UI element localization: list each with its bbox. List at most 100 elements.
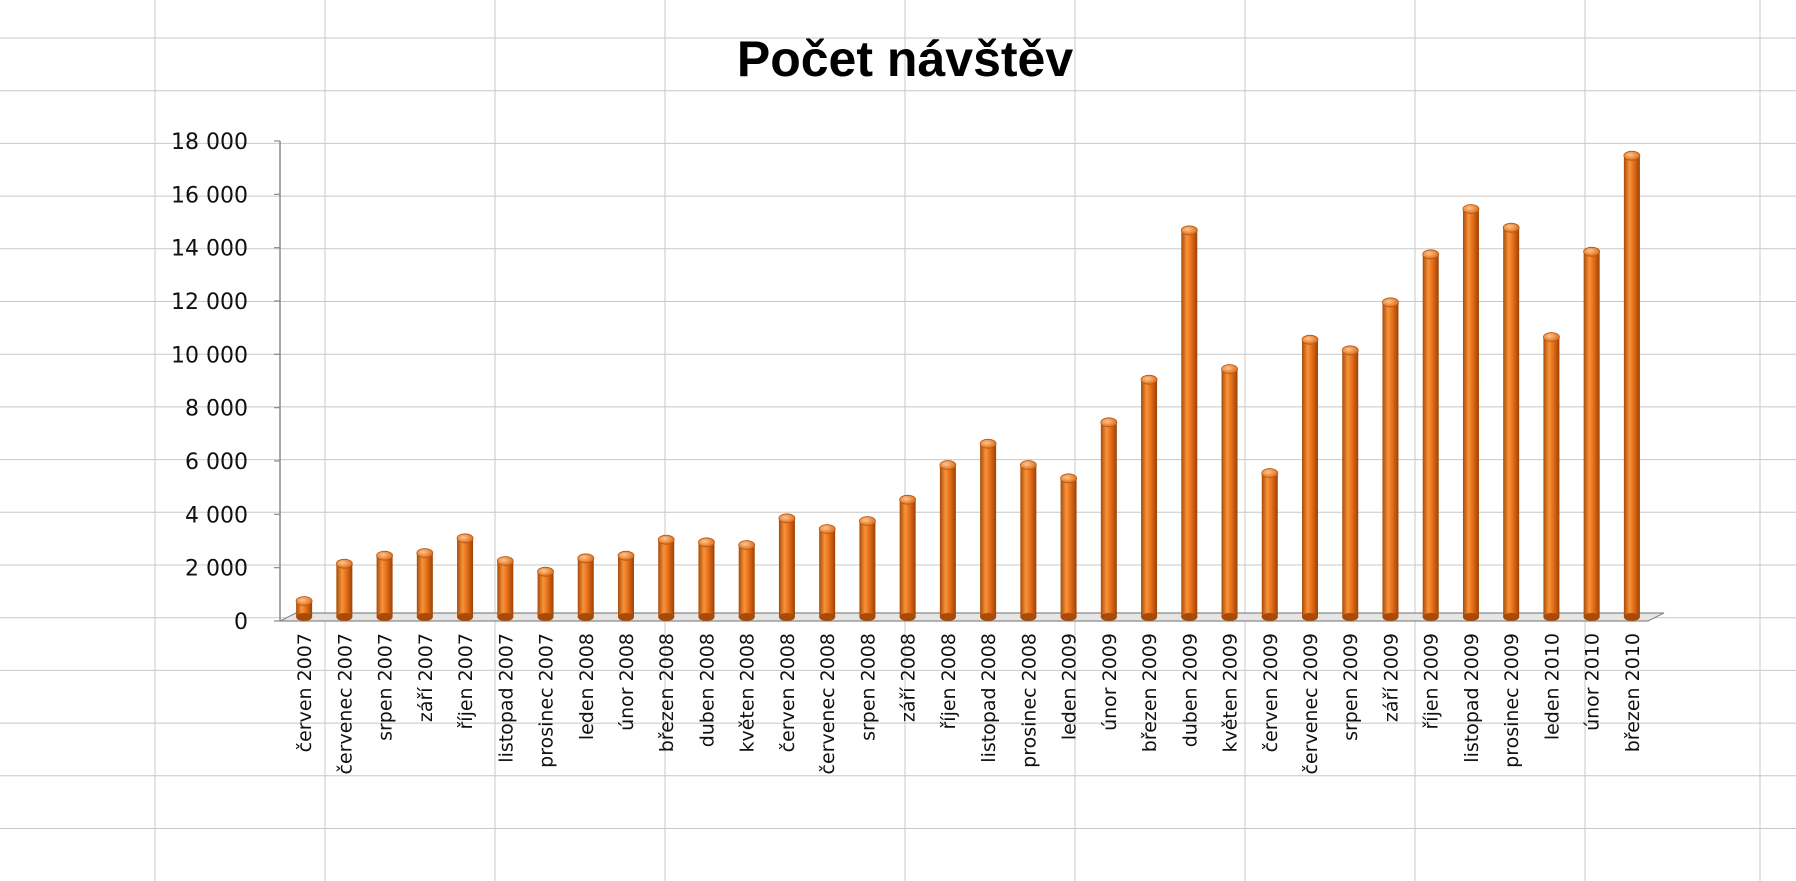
bar-24 bbox=[1221, 364, 1238, 621]
bar-cap bbox=[335, 558, 353, 569]
bar-body bbox=[698, 542, 715, 617]
bar-cap bbox=[1462, 204, 1480, 214]
x-tick-label: březen 2008 bbox=[656, 633, 678, 752]
bar-base bbox=[1543, 613, 1560, 621]
bar-2 bbox=[335, 558, 353, 621]
bar-16 bbox=[899, 494, 917, 621]
bar-base bbox=[698, 613, 715, 621]
bar-body bbox=[1342, 350, 1359, 617]
y-tick-label: 2 000 bbox=[185, 557, 248, 582]
bar-7 bbox=[537, 566, 554, 621]
x-tick-label: srpen 2009 bbox=[1340, 633, 1362, 741]
bar-cap bbox=[1180, 225, 1198, 236]
bar-base bbox=[1141, 613, 1158, 621]
bar-25 bbox=[1261, 468, 1279, 621]
bar-body bbox=[1261, 473, 1278, 617]
y-tick-label: 4 000 bbox=[185, 503, 248, 528]
bar-cap bbox=[657, 534, 675, 545]
bar-body bbox=[1623, 155, 1640, 617]
bar-base bbox=[939, 613, 956, 621]
bar-14 bbox=[818, 524, 836, 621]
bar-18 bbox=[979, 438, 997, 621]
bar-base bbox=[899, 613, 916, 621]
x-tick-label: prosinec 2007 bbox=[536, 633, 558, 768]
bar-cap bbox=[1301, 334, 1319, 345]
bar-cap bbox=[1261, 468, 1279, 478]
bar-6 bbox=[496, 556, 514, 621]
bar-cap bbox=[698, 537, 715, 548]
bar-base bbox=[1382, 613, 1399, 621]
y-tick-label: 6 000 bbox=[185, 450, 248, 475]
bar-10 bbox=[657, 534, 675, 621]
bar-cap bbox=[496, 556, 514, 566]
x-tick-label: září 2007 bbox=[415, 633, 437, 722]
x-tick-label: srpen 2007 bbox=[375, 633, 397, 741]
bar-cap bbox=[1140, 374, 1158, 385]
bar-base bbox=[577, 613, 594, 621]
y-tick-label: 16 000 bbox=[171, 183, 248, 208]
bar-cap bbox=[376, 550, 393, 561]
bar-body bbox=[1583, 251, 1600, 617]
bar-11 bbox=[698, 537, 715, 621]
bar-cap bbox=[979, 438, 997, 449]
bar-cap bbox=[1502, 222, 1520, 233]
bar-cap bbox=[1583, 246, 1601, 257]
bar-21 bbox=[1100, 417, 1118, 621]
bar-body bbox=[1382, 302, 1399, 617]
bar-body bbox=[859, 521, 876, 617]
bar-cap bbox=[1100, 417, 1118, 428]
bar-20 bbox=[1060, 473, 1077, 621]
y-tick-label: 0 bbox=[234, 610, 248, 635]
bar-33 bbox=[1583, 246, 1601, 621]
bar-base bbox=[1623, 613, 1640, 621]
bar-body bbox=[1503, 227, 1520, 617]
bar-12 bbox=[738, 540, 756, 621]
bar-cap bbox=[818, 524, 836, 534]
bar-body bbox=[1060, 478, 1077, 617]
x-tick-label: březen 2009 bbox=[1139, 633, 1161, 752]
x-tick-label: červen 2007 bbox=[294, 633, 316, 752]
bar-22 bbox=[1140, 374, 1158, 621]
bar-cap bbox=[456, 533, 474, 544]
bar-base bbox=[1302, 613, 1318, 621]
bar-body bbox=[899, 499, 916, 617]
x-tick-label: říjen 2007 bbox=[455, 633, 477, 730]
x-tick-label: duben 2009 bbox=[1179, 633, 1201, 747]
bar-28 bbox=[1382, 297, 1399, 621]
bar-cap bbox=[1341, 345, 1359, 356]
x-tick-label: červenec 2009 bbox=[1300, 633, 1322, 774]
bar-23 bbox=[1180, 225, 1198, 621]
bar-base bbox=[1060, 613, 1077, 621]
bar-1 bbox=[295, 596, 313, 621]
bar-34 bbox=[1623, 150, 1641, 621]
bar-4 bbox=[416, 548, 434, 621]
bar-cap bbox=[778, 513, 796, 524]
y-tick-label: 10 000 bbox=[171, 343, 248, 368]
bar-base bbox=[1100, 613, 1117, 621]
bar-cap bbox=[416, 548, 434, 558]
bar-body bbox=[778, 518, 795, 617]
x-tick-label: květen 2009 bbox=[1220, 633, 1242, 753]
bar-cap bbox=[617, 550, 635, 561]
bar-body bbox=[537, 571, 554, 617]
bar-cap bbox=[1221, 364, 1238, 374]
bar-cap bbox=[859, 516, 876, 526]
bar-27 bbox=[1341, 345, 1359, 621]
bar-cap bbox=[1623, 150, 1641, 161]
bar-base bbox=[1503, 613, 1520, 621]
bar-body bbox=[1543, 337, 1560, 617]
bar-17 bbox=[939, 460, 957, 621]
x-tick-label: únor 2008 bbox=[616, 633, 638, 731]
bar-body bbox=[980, 443, 997, 617]
bar-base bbox=[778, 613, 795, 621]
bar-base bbox=[1583, 613, 1600, 621]
bar-body bbox=[1141, 379, 1158, 617]
x-tick-label: prosinec 2008 bbox=[1018, 633, 1040, 768]
bar-cap bbox=[1019, 460, 1037, 470]
bar-base bbox=[1422, 613, 1439, 621]
bar-body bbox=[618, 555, 634, 617]
x-tick-label: srpen 2008 bbox=[857, 633, 879, 741]
bar-body bbox=[1020, 465, 1037, 617]
bar-cap bbox=[295, 596, 313, 606]
